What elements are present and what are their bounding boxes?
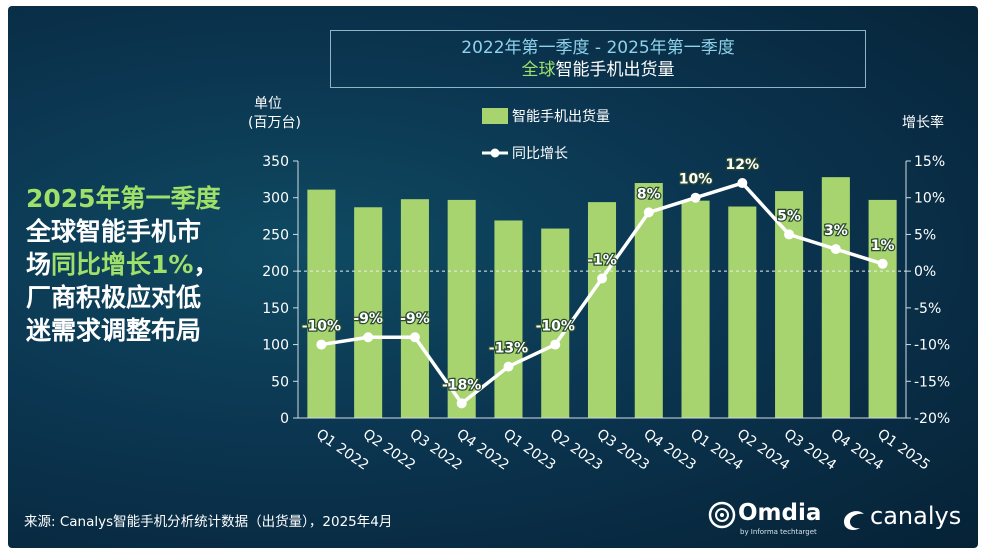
x-tick-label: Q4 2024 xyxy=(828,426,886,474)
growth-point xyxy=(877,258,888,269)
headline-line5: 迷需求调整布局 xyxy=(26,316,202,345)
growth-point xyxy=(597,273,607,284)
bar xyxy=(307,189,336,418)
x-tick-label: Q2 2022 xyxy=(360,426,418,474)
growth-data-label: -18% xyxy=(442,377,481,393)
headline-line2: 全球智能手机市 xyxy=(26,217,202,246)
y-left-tick-label: 250 xyxy=(262,227,289,243)
y-left-tick-label: 0 xyxy=(280,411,289,427)
y-left-tick-label: 50 xyxy=(271,374,289,390)
growth-data-label: -10% xyxy=(302,319,341,335)
chart-svg: 0 50 100 150 200 250 300 350 -20% -15% -10% -5% 0% 5%… xyxy=(248,96,950,474)
headline-line3-green: 同比增长1% xyxy=(51,250,194,279)
y-right-tick-label: 10% xyxy=(914,191,945,207)
growth-data-label: -1% xyxy=(587,252,617,268)
chart-title-line1: 2022年第一季度 - 2025年第一季度 xyxy=(461,38,735,58)
y-left-tick-label: 350 xyxy=(262,154,289,170)
bar xyxy=(775,191,804,418)
bar xyxy=(354,207,383,418)
growth-point xyxy=(503,361,514,372)
chart-title-line2: 全球智能手机出货量 xyxy=(331,59,865,81)
headline-line4: 厂商积极应对低 xyxy=(26,283,202,312)
growth-point xyxy=(456,398,467,409)
y-left-tick-label: 100 xyxy=(262,338,289,354)
growth-data-label: -13% xyxy=(489,341,528,357)
growth-point xyxy=(830,244,841,255)
x-tick-label: Q3 2023 xyxy=(594,426,652,474)
bar xyxy=(400,199,429,418)
x-tick-label: Q4 2023 xyxy=(640,426,698,474)
headline-line3-pre: 场 xyxy=(26,250,52,279)
y-right-tick-label: -5% xyxy=(914,301,941,317)
legend-bar-label: 智能手机出货量 xyxy=(512,108,610,125)
growth-point xyxy=(363,332,374,343)
canalys-logo-text: canalys xyxy=(870,502,962,530)
x-tick-label: Q1 2024 xyxy=(687,426,745,474)
chart-title-rest: 智能手机出货量 xyxy=(555,60,675,80)
y-right-tick-label: 15% xyxy=(914,154,945,170)
bar xyxy=(681,200,710,418)
bar xyxy=(494,220,523,418)
y-right-axis-label: 增长率 xyxy=(902,114,944,131)
legend-bar-swatch xyxy=(482,108,508,124)
x-tick-label: Q3 2022 xyxy=(407,426,465,474)
bar xyxy=(821,177,850,418)
legend-line-label: 同比增长 xyxy=(512,146,568,162)
growth-point xyxy=(550,339,561,350)
growth-point xyxy=(784,229,795,240)
growth-point xyxy=(316,339,327,350)
headline-line1: 2025年第一季度 xyxy=(26,184,221,213)
source-note: 来源: Canalys智能手机分析统计数据（出货量），2025年4月 xyxy=(24,514,393,530)
y-right-tick-label: 0% xyxy=(914,264,936,280)
growth-data-label: 8% xyxy=(637,186,661,202)
growth-data-label: 1% xyxy=(871,238,895,254)
x-tick-label: Q1 2023 xyxy=(500,426,558,474)
growth-data-label: 3% xyxy=(824,223,848,239)
omdia-logo-subtext: by Informa techtarget xyxy=(740,528,817,536)
growth-data-label: 10% xyxy=(679,172,713,188)
growth-point xyxy=(690,192,701,203)
bar xyxy=(868,199,897,418)
growth-data-label: 5% xyxy=(777,208,801,224)
chart-title-box: 2022年第一季度 - 2025年第一季度 全球智能手机出货量 xyxy=(330,30,866,88)
growth-point xyxy=(737,178,748,189)
canalys-logo-icon xyxy=(844,511,864,530)
bar xyxy=(728,206,757,418)
chart-title-accent: 全球 xyxy=(521,60,556,80)
headline-line3-post: ， xyxy=(193,250,219,279)
headline-text: 2025年第一季度 全球智能手机市 场同比增长1%， 厂商积极应对低 迷需求调整… xyxy=(26,182,236,347)
y-left-tick-label: 150 xyxy=(262,301,289,317)
x-tick-label: Q1 2022 xyxy=(313,426,371,474)
y-left-axis-label: 单位 xyxy=(254,96,282,112)
omdia-logo-icon xyxy=(708,501,736,529)
bar xyxy=(634,183,663,418)
growth-data-label: -9% xyxy=(353,311,383,327)
x-tick-label: Q2 2024 xyxy=(734,426,792,474)
growth-point xyxy=(409,332,420,343)
y-right-tick-label: -15% xyxy=(914,374,950,390)
x-tick-label: Q1 2025 xyxy=(874,426,932,474)
chart-card: 2022年第一季度 - 2025年第一季度 全球智能手机出货量 2025年第一季… xyxy=(8,6,978,548)
y-left-tick-label: 200 xyxy=(262,264,289,280)
growth-data-label: -10% xyxy=(536,319,575,335)
y-right-tick-label: -10% xyxy=(914,338,950,354)
omdia-logo-text: Omdia xyxy=(738,500,822,526)
growth-point xyxy=(643,207,654,218)
y-left-axis-label-unit: (百万台) xyxy=(248,115,301,131)
y-right-tick-label: 5% xyxy=(914,227,936,243)
x-tick-label: Q2 2023 xyxy=(547,426,605,474)
legend-line-marker xyxy=(490,148,500,158)
growth-data-label: 12% xyxy=(726,157,760,173)
y-left-tick-label: 300 xyxy=(262,191,289,207)
bar xyxy=(541,228,570,418)
bar xyxy=(587,202,617,418)
x-tick-label: Q4 2022 xyxy=(453,426,511,474)
x-tick-label: Q3 2024 xyxy=(781,426,839,474)
bar xyxy=(447,199,476,418)
headline-line3: 场同比增长1%， xyxy=(26,248,236,281)
y-right-tick-label: -20% xyxy=(914,411,950,427)
growth-data-label: -9% xyxy=(400,311,430,327)
